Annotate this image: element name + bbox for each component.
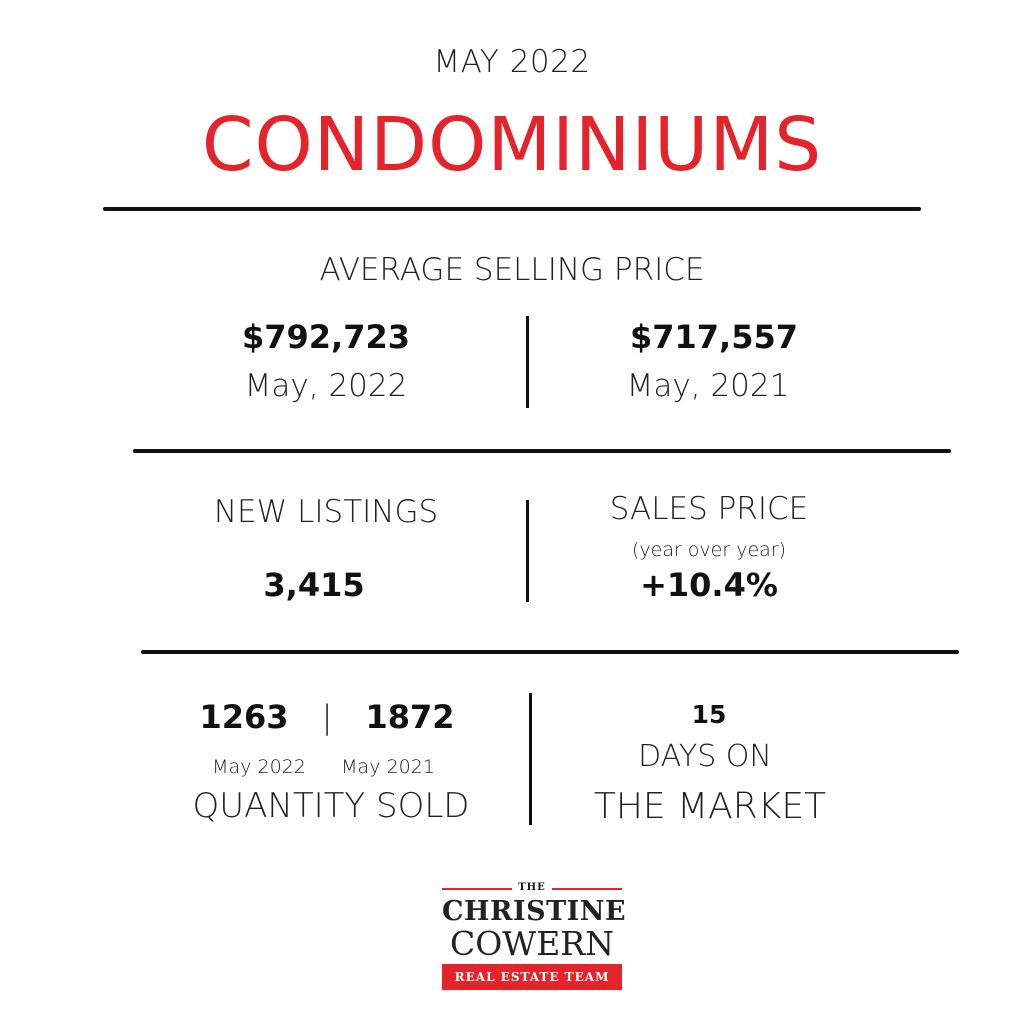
divider-quantity bbox=[529, 693, 532, 825]
month-heading: MAY 2022 bbox=[433, 44, 591, 80]
logo-rule-left bbox=[442, 888, 512, 890]
avg-price-previous-period: May, 2021 bbox=[626, 368, 790, 404]
quantity-sold-title: QUANTITY SOLD bbox=[192, 786, 470, 826]
days-on-market-value: 15 bbox=[691, 700, 727, 729]
page-title: CONDOMINIUMS bbox=[201, 102, 823, 188]
quantity-sold-previous-value: 1872 bbox=[365, 698, 455, 736]
avg-price-current-period: May, 2022 bbox=[244, 368, 408, 404]
new-listings-title: NEW LISTINGS bbox=[213, 494, 439, 530]
divider-avg-price bbox=[526, 316, 529, 408]
christine-cowern-logo: THE CHRISTINE COWERN REAL ESTATE TEAM bbox=[442, 882, 627, 992]
quantity-sold-current-value: 1263 bbox=[199, 698, 289, 736]
sales-price-subtitle: (year over year) bbox=[631, 539, 787, 561]
days-on-market-line2: THE MARKET bbox=[593, 786, 827, 827]
logo-the: THE bbox=[518, 882, 546, 893]
logo-badge: REAL ESTATE TEAM bbox=[442, 964, 622, 990]
logo-rule-right bbox=[552, 888, 622, 890]
avg-price-previous-value: $717,557 bbox=[629, 318, 798, 356]
sales-price-value: +10.4% bbox=[640, 566, 778, 604]
quantity-sold-previous-period: May 2021 bbox=[341, 756, 435, 778]
avg-selling-price-title: AVERAGE SELLING PRICE bbox=[319, 252, 705, 288]
new-listings-value: 3,415 bbox=[263, 566, 365, 604]
quantity-sold-separator: | bbox=[321, 698, 333, 736]
quantity-sold-current-period: May 2022 bbox=[212, 756, 306, 778]
days-on-market-line1: DAYS ON bbox=[638, 739, 772, 774]
divider-listings bbox=[526, 500, 529, 602]
logo-line2: COWERN bbox=[449, 924, 615, 963]
logo-line1: CHRISTINE bbox=[442, 896, 627, 927]
divider-bottom bbox=[141, 650, 959, 654]
divider-top bbox=[103, 207, 921, 211]
divider-middle bbox=[133, 449, 951, 453]
avg-price-current-value: $792,723 bbox=[241, 318, 410, 356]
sales-price-title: SALES PRICE bbox=[609, 491, 809, 527]
